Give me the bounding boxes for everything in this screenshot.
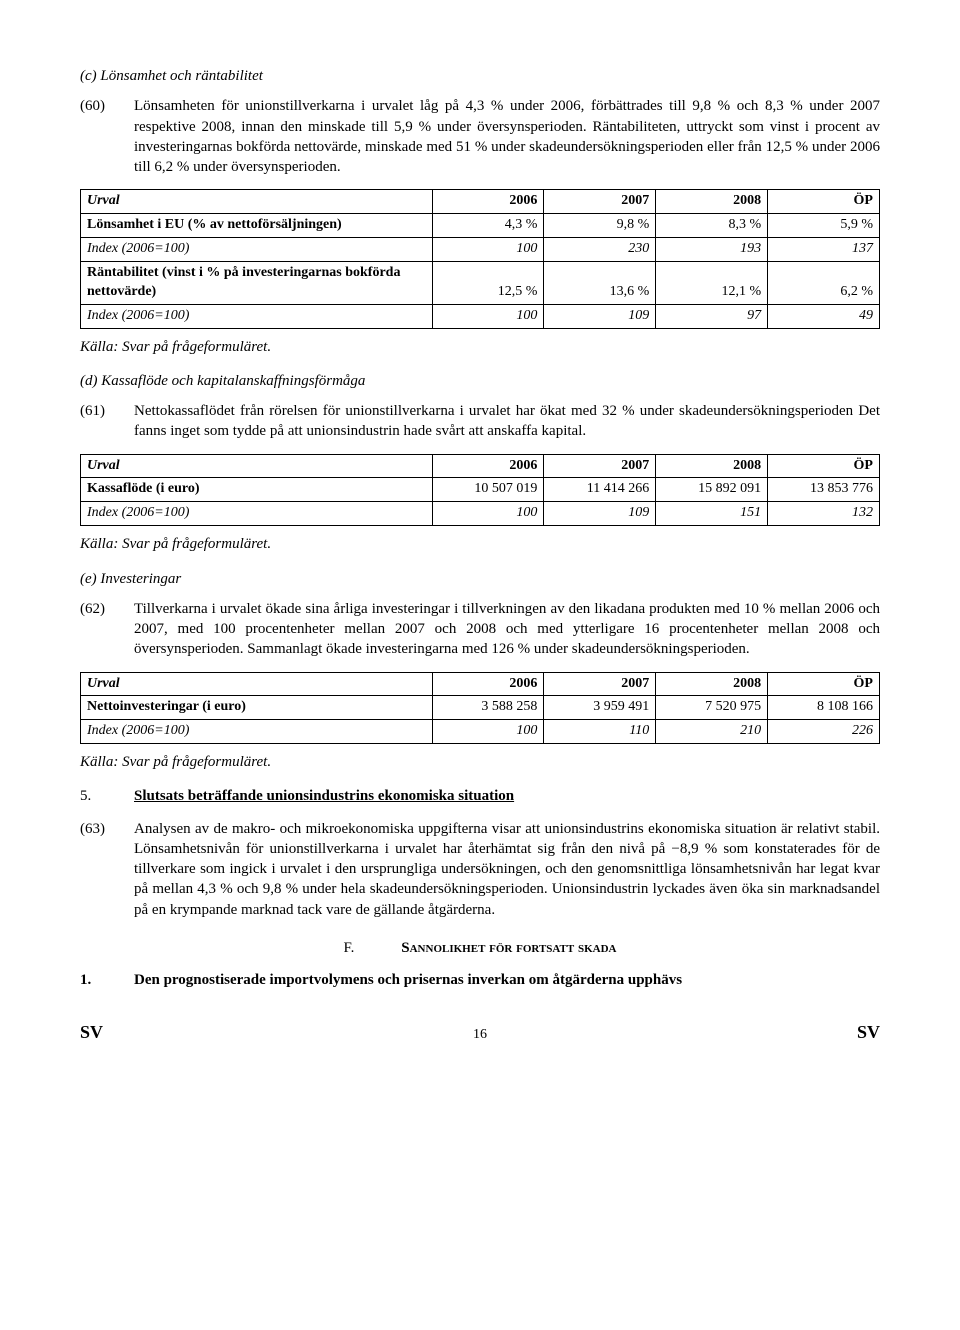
para-number: (63) — [80, 819, 134, 920]
heading-f: F. Sannolikhet för fortsatt skada — [80, 938, 880, 958]
para-number: (61) — [80, 401, 134, 442]
table-investments: Urval200620072008ÖPNettoinvesteringar (i… — [80, 672, 880, 745]
heading-d: (d) Kassaflöde och kapitalanskaffningsfö… — [80, 371, 880, 391]
heading-lead: F. — [344, 938, 398, 958]
paragraph-61: (61) Nettokassaflödet från rörelsen för … — [80, 401, 880, 442]
para-text: Lönsamheten för unionstillverkarna i urv… — [134, 96, 880, 177]
table-profitability: Urval200620072008ÖPLönsamhet i EU (% av … — [80, 189, 880, 328]
subheading-1: 1. Den prognostiserade importvolymens oc… — [80, 970, 880, 990]
paragraph-62: (62) Tillverkarna i urvalet ökade sina å… — [80, 599, 880, 660]
source-1: Källa: Svar på frågeformuläret. — [80, 337, 880, 357]
paragraph-63: (63) Analysen av de makro- och mikroekon… — [80, 819, 880, 920]
heading-c: (c) Lönsamhet och räntabilitet — [80, 66, 880, 86]
para-text: Tillverkarna i urvalet ökade sina årliga… — [134, 599, 880, 660]
page-footer: SV 16 SV — [80, 1020, 880, 1044]
footer-left: SV — [80, 1020, 103, 1044]
subheading-number: 1. — [80, 970, 134, 990]
para-number: (62) — [80, 599, 134, 660]
table-cashflow: Urval200620072008ÖPKassaflöde (i euro)10… — [80, 454, 880, 527]
source-3: Källa: Svar på frågeformuläret. — [80, 752, 880, 772]
para-text: Analysen av de makro- och mikroekonomisk… — [134, 819, 880, 920]
subheading-text: Den prognostiserade importvolymens och p… — [134, 970, 880, 990]
para-text: Nettokassaflödet från rörelsen för union… — [134, 401, 880, 442]
source-2: Källa: Svar på frågeformuläret. — [80, 534, 880, 554]
footer-right: SV — [857, 1020, 880, 1044]
paragraph-60: (60) Lönsamheten för unionstillverkarna … — [80, 96, 880, 177]
footer-page: 16 — [473, 1026, 487, 1045]
heading-text: Slutsats beträffande unionsindustrins ek… — [134, 786, 880, 806]
para-number: (60) — [80, 96, 134, 177]
heading-caps: Sannolikhet för fortsatt skada — [401, 940, 616, 956]
heading-number: 5. — [80, 786, 134, 806]
heading-e: (e) Investeringar — [80, 569, 880, 589]
heading-5: 5. Slutsats beträffande unionsindustrins… — [80, 786, 880, 806]
